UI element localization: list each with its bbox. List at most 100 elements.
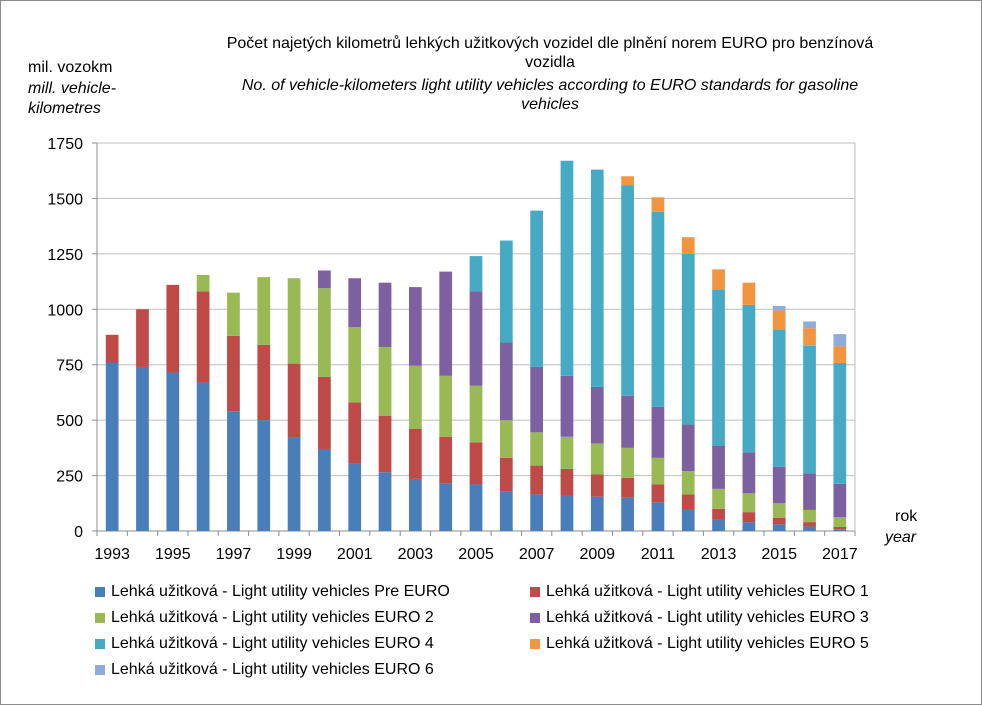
bar-segment-euro1-1997 xyxy=(227,335,240,412)
bar-segment-euro1-2006 xyxy=(499,457,513,492)
bar-segment-euro1-2017 xyxy=(833,527,847,530)
y-tick-label: 1250 xyxy=(47,247,83,264)
bar-segment-euro2-2017 xyxy=(833,517,847,528)
bar-segment-euro5-2017 xyxy=(833,346,847,363)
bar-segment-euro1-1995 xyxy=(166,284,180,373)
bar-segment-euro3-2009 xyxy=(590,386,604,444)
bar-segment-pre_euro-1993 xyxy=(105,362,119,531)
bar-segment-pre_euro-2001 xyxy=(348,463,362,531)
bar-segment-euro1-1993 xyxy=(105,334,119,363)
bar-segment-euro1-2007 xyxy=(530,465,544,495)
bar-segment-euro2-2008 xyxy=(560,436,574,469)
bar-segment-euro3-2001 xyxy=(348,278,362,328)
bar-segment-euro1-1994 xyxy=(136,309,149,367)
bar-segment-euro2-2001 xyxy=(348,327,362,403)
bar-segment-euro1-1996 xyxy=(196,291,210,383)
legend-label: Lehká užitková - Light utility vehicles … xyxy=(546,583,869,600)
bar-segment-euro1-2002 xyxy=(378,415,392,473)
bar-segment-euro2-2011 xyxy=(651,457,665,485)
x-tick-label: 2017 xyxy=(822,546,858,563)
y-tick-label: 250 xyxy=(56,469,83,486)
legend-item-euro1: Lehká užitková - Light utility vehicles … xyxy=(530,583,869,601)
chart-title-cz-line2: vozidla xyxy=(525,54,575,71)
bar-segment-euro3-2003 xyxy=(408,287,422,366)
bar-segment-euro5-2012 xyxy=(681,237,695,254)
bar-segment-euro1-2013 xyxy=(712,508,725,520)
bar-segment-euro1-2004 xyxy=(439,436,453,484)
bar-segment-euro3-2005 xyxy=(469,291,483,386)
bar-segment-euro2-2015 xyxy=(772,503,786,518)
y-tick-label: 750 xyxy=(56,358,83,375)
legend-swatch xyxy=(95,665,105,675)
x-tick-label: 2011 xyxy=(641,546,676,563)
bar-segment-euro4-2005 xyxy=(469,256,483,292)
bar-segment-euro1-2014 xyxy=(742,512,756,523)
bar-segment-euro4-2010 xyxy=(621,185,634,396)
bar-segment-euro1-2015 xyxy=(772,517,786,525)
bar-segment-euro3-2012 xyxy=(681,424,695,472)
legend-item-euro4: Lehká užitková - Light utility vehicles … xyxy=(95,635,434,653)
bar-segment-pre_euro-2006 xyxy=(499,491,513,531)
bar-segment-euro1-2009 xyxy=(590,474,604,497)
legend-swatch xyxy=(95,613,105,623)
bar-segment-euro2-2013 xyxy=(712,488,725,509)
x-tick-label: 2007 xyxy=(519,546,555,563)
bar-segment-euro4-2013 xyxy=(712,289,725,446)
bar-segment-pre_euro-1997 xyxy=(227,411,240,531)
legend-swatch xyxy=(95,587,105,597)
bar-segment-euro2-1998 xyxy=(257,277,271,345)
bar-segment-euro1-2003 xyxy=(408,429,422,479)
bar-segment-euro4-2008 xyxy=(560,160,574,376)
legend-label: Lehká užitková - Light utility vehicles … xyxy=(546,609,869,626)
bar-segment-euro3-2006 xyxy=(499,342,513,421)
bar-segment-pre_euro-2016 xyxy=(803,526,816,531)
bar-segment-euro3-2014 xyxy=(742,452,756,494)
bar-segment-pre_euro-1998 xyxy=(257,420,271,531)
y-tick-label: 1500 xyxy=(47,191,83,208)
bar-segment-pre_euro-2009 xyxy=(590,496,604,531)
bar-segment-euro3-2000 xyxy=(318,270,331,289)
bar-segment-pre_euro-2015 xyxy=(772,524,786,531)
x-axis-label-en: year xyxy=(885,529,917,546)
legend-item-euro5: Lehká užitková - Light utility vehicles … xyxy=(530,635,869,653)
bar-segment-euro2-2007 xyxy=(530,432,544,466)
bar-segment-euro2-1996 xyxy=(196,274,210,292)
y-axis-label-en-line1: mill. vehicle- xyxy=(28,80,117,97)
legend-label: Lehká užitková - Light utility vehicles … xyxy=(111,609,434,626)
bar-segment-euro5-2010 xyxy=(621,176,634,186)
y-tick-label: 1750 xyxy=(47,136,83,153)
bar-segment-pre_euro-2008 xyxy=(560,495,574,531)
legend-swatch xyxy=(530,613,540,623)
bar-segment-pre_euro-1995 xyxy=(166,372,180,531)
legend-swatch xyxy=(95,639,105,649)
x-tick-label: 2013 xyxy=(701,546,737,563)
bar-segment-euro2-2004 xyxy=(439,375,453,437)
chart-title-en-line1: No. of vehicle-kilometers light utility … xyxy=(241,77,859,94)
x-tick-label: 1993 xyxy=(94,546,130,563)
chart-title-cz-line1: Počet najetých kilometrů lehkých užitkov… xyxy=(226,35,874,52)
bar-segment-pre_euro-2013 xyxy=(712,519,725,531)
x-tick-label: 2009 xyxy=(579,546,615,563)
bar-segment-euro2-1997 xyxy=(227,292,240,336)
legend-item-euro6: Lehká užitková - Light utility vehicles … xyxy=(95,661,434,679)
bar-segment-euro4-2007 xyxy=(530,210,544,367)
bar-segment-euro3-2007 xyxy=(530,366,544,433)
bar-segment-euro3-2016 xyxy=(803,473,816,510)
bar-segment-euro6-2015 xyxy=(772,305,786,311)
bar-segment-euro4-2012 xyxy=(681,253,695,425)
bar-segment-euro1-2012 xyxy=(681,494,695,510)
chart-title-en-line2: vehicles xyxy=(521,96,579,113)
y-tick-label: 0 xyxy=(74,524,83,541)
bar-segment-euro5-2015 xyxy=(772,310,786,330)
bar-segment-pre_euro-2017 xyxy=(833,529,847,531)
bar-segment-euro1-2001 xyxy=(348,402,362,464)
legend-label: Lehká užitková - Light utility vehicles … xyxy=(111,635,434,652)
bar-segment-euro2-2012 xyxy=(681,471,695,495)
bar-segment-pre_euro-2014 xyxy=(742,522,756,531)
bar-segment-euro2-2005 xyxy=(469,385,483,443)
bar-segment-euro2-2003 xyxy=(408,365,422,430)
bar-segment-euro3-2002 xyxy=(378,282,392,347)
bar-segment-euro1-2010 xyxy=(621,477,634,498)
bar-segment-euro4-2014 xyxy=(742,304,756,453)
